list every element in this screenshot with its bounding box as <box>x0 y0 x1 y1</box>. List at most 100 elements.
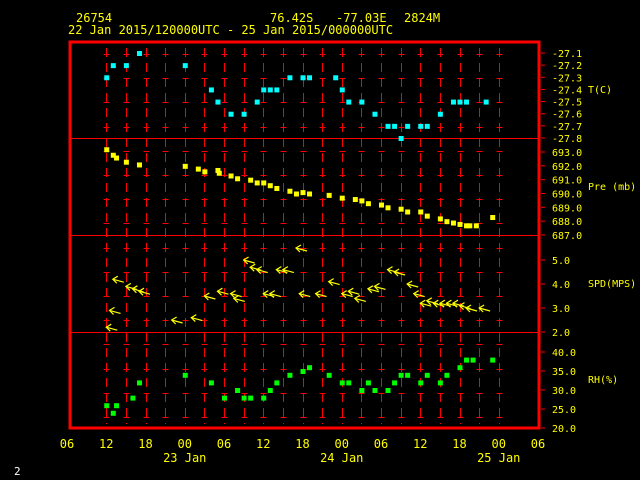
pressure-point <box>437 216 443 222</box>
wind-arrow <box>314 290 327 299</box>
wind-arrow-shaft <box>374 285 386 290</box>
wind-arrow-head <box>432 299 439 308</box>
wind-arrow <box>347 287 360 296</box>
wind-arrow <box>419 299 432 308</box>
wind-arrow <box>294 244 308 253</box>
y-tick-label-rh: 30.0 <box>552 386 576 397</box>
wind-arrow <box>229 290 242 299</box>
wind-arrow-shaft <box>230 293 242 298</box>
x-tick-label: 12 <box>413 437 427 451</box>
pressure-point <box>307 191 313 197</box>
wind-arrow <box>203 292 216 301</box>
wind-arrow-shaft <box>171 319 183 324</box>
x-tick-label: 12 <box>99 437 113 451</box>
temperature-point <box>136 51 142 56</box>
rh-point <box>274 380 280 386</box>
temperature-point <box>300 75 306 81</box>
temperature-point <box>104 75 110 81</box>
rh-point <box>307 365 313 371</box>
y-tick-label-wind: 4.0 <box>552 280 570 291</box>
pressure-point <box>202 169 208 175</box>
wind-arrow-head <box>393 268 400 277</box>
pressure-point <box>261 180 267 186</box>
station-lat: 76.42S <box>270 11 314 25</box>
pressure-point <box>467 223 473 229</box>
temperature-point <box>339 87 345 93</box>
pressure-point <box>274 185 280 191</box>
wind-arrow-shaft <box>341 293 353 298</box>
pressure-point <box>352 197 358 203</box>
panel-label-rh: RH(%) <box>588 375 618 386</box>
wind-arrow-head <box>406 280 413 289</box>
wind-arrow-head <box>216 287 223 296</box>
temperature-point <box>287 75 293 81</box>
rh-point <box>182 372 188 378</box>
wind-arrow-head <box>425 297 433 306</box>
wind-arrow-head <box>478 304 485 313</box>
wind-arrow-shaft <box>367 288 380 293</box>
wind-arrow-shaft <box>299 293 311 298</box>
y-tick-label-temperature: -27.2 <box>552 61 582 72</box>
rh-point <box>326 372 332 378</box>
rh-point <box>346 380 352 386</box>
wind-arrow <box>137 287 151 296</box>
pressure-point <box>195 166 201 172</box>
rh-point <box>248 395 254 401</box>
wind-arrow <box>111 275 124 284</box>
pressure-point <box>473 223 479 229</box>
rh-point <box>418 380 424 386</box>
plot-frame <box>68 40 541 430</box>
wind-arrow-head <box>419 299 426 308</box>
rh-point <box>110 410 116 416</box>
wind-arrow <box>190 314 203 323</box>
wind-arrow-shaft <box>420 302 432 307</box>
x-tick-label: 06 <box>217 437 231 451</box>
wind-arrow <box>232 294 245 303</box>
temperature-point <box>208 87 214 93</box>
wind-arrow-shaft <box>315 293 327 298</box>
wind-arrow-shaft <box>348 290 360 295</box>
x-tick-label: 18 <box>295 437 309 451</box>
wind-arrow <box>478 304 491 313</box>
wind-arrow-head <box>275 266 282 275</box>
wind-arrow-shaft <box>204 295 216 300</box>
y-tick-label-pressure: 692.0 <box>552 162 582 173</box>
wind-arrow <box>393 268 406 277</box>
pressure-point <box>450 220 456 226</box>
y-tick-label-temperature: -27.5 <box>552 98 582 109</box>
y-tick-label-pressure: 687.0 <box>552 231 582 242</box>
temperature-point <box>385 123 391 129</box>
pressure-point <box>464 223 470 229</box>
wind-arrow-shaft <box>478 307 491 312</box>
wind-arrow <box>255 266 268 275</box>
temperature-point <box>398 136 404 141</box>
temperature-point <box>405 123 411 129</box>
wind-arrow <box>412 290 425 299</box>
x-date-label: 24 Jan <box>320 451 363 465</box>
x-tick-label: 12 <box>256 437 270 451</box>
page-number: 2 <box>14 465 21 478</box>
rh-point <box>405 372 411 378</box>
pressure-point <box>365 201 371 207</box>
pressure-point <box>379 202 384 208</box>
pressure-point <box>339 195 345 201</box>
wind-arrow-head <box>249 263 256 272</box>
y-tick-label-pressure: 693.0 <box>552 148 582 159</box>
temperature-point <box>215 99 221 105</box>
temperature-point <box>483 99 489 105</box>
y-tick-label-temperature: -27.8 <box>552 134 582 145</box>
wind-arrow <box>373 282 386 291</box>
wind-arrow-shaft <box>217 290 229 295</box>
temperature-point <box>457 99 463 105</box>
temperature-point <box>346 99 352 105</box>
rh-point <box>359 388 365 393</box>
wind-arrow-shaft <box>191 317 203 322</box>
temperature-point <box>307 75 313 81</box>
rh-point <box>339 380 345 386</box>
wind-arrow-head <box>353 294 361 303</box>
rh-point <box>424 372 430 378</box>
pressure-point <box>216 170 222 176</box>
rh-point <box>372 388 378 393</box>
wind-arrow <box>465 304 478 313</box>
wind-arrow-head <box>255 266 263 275</box>
